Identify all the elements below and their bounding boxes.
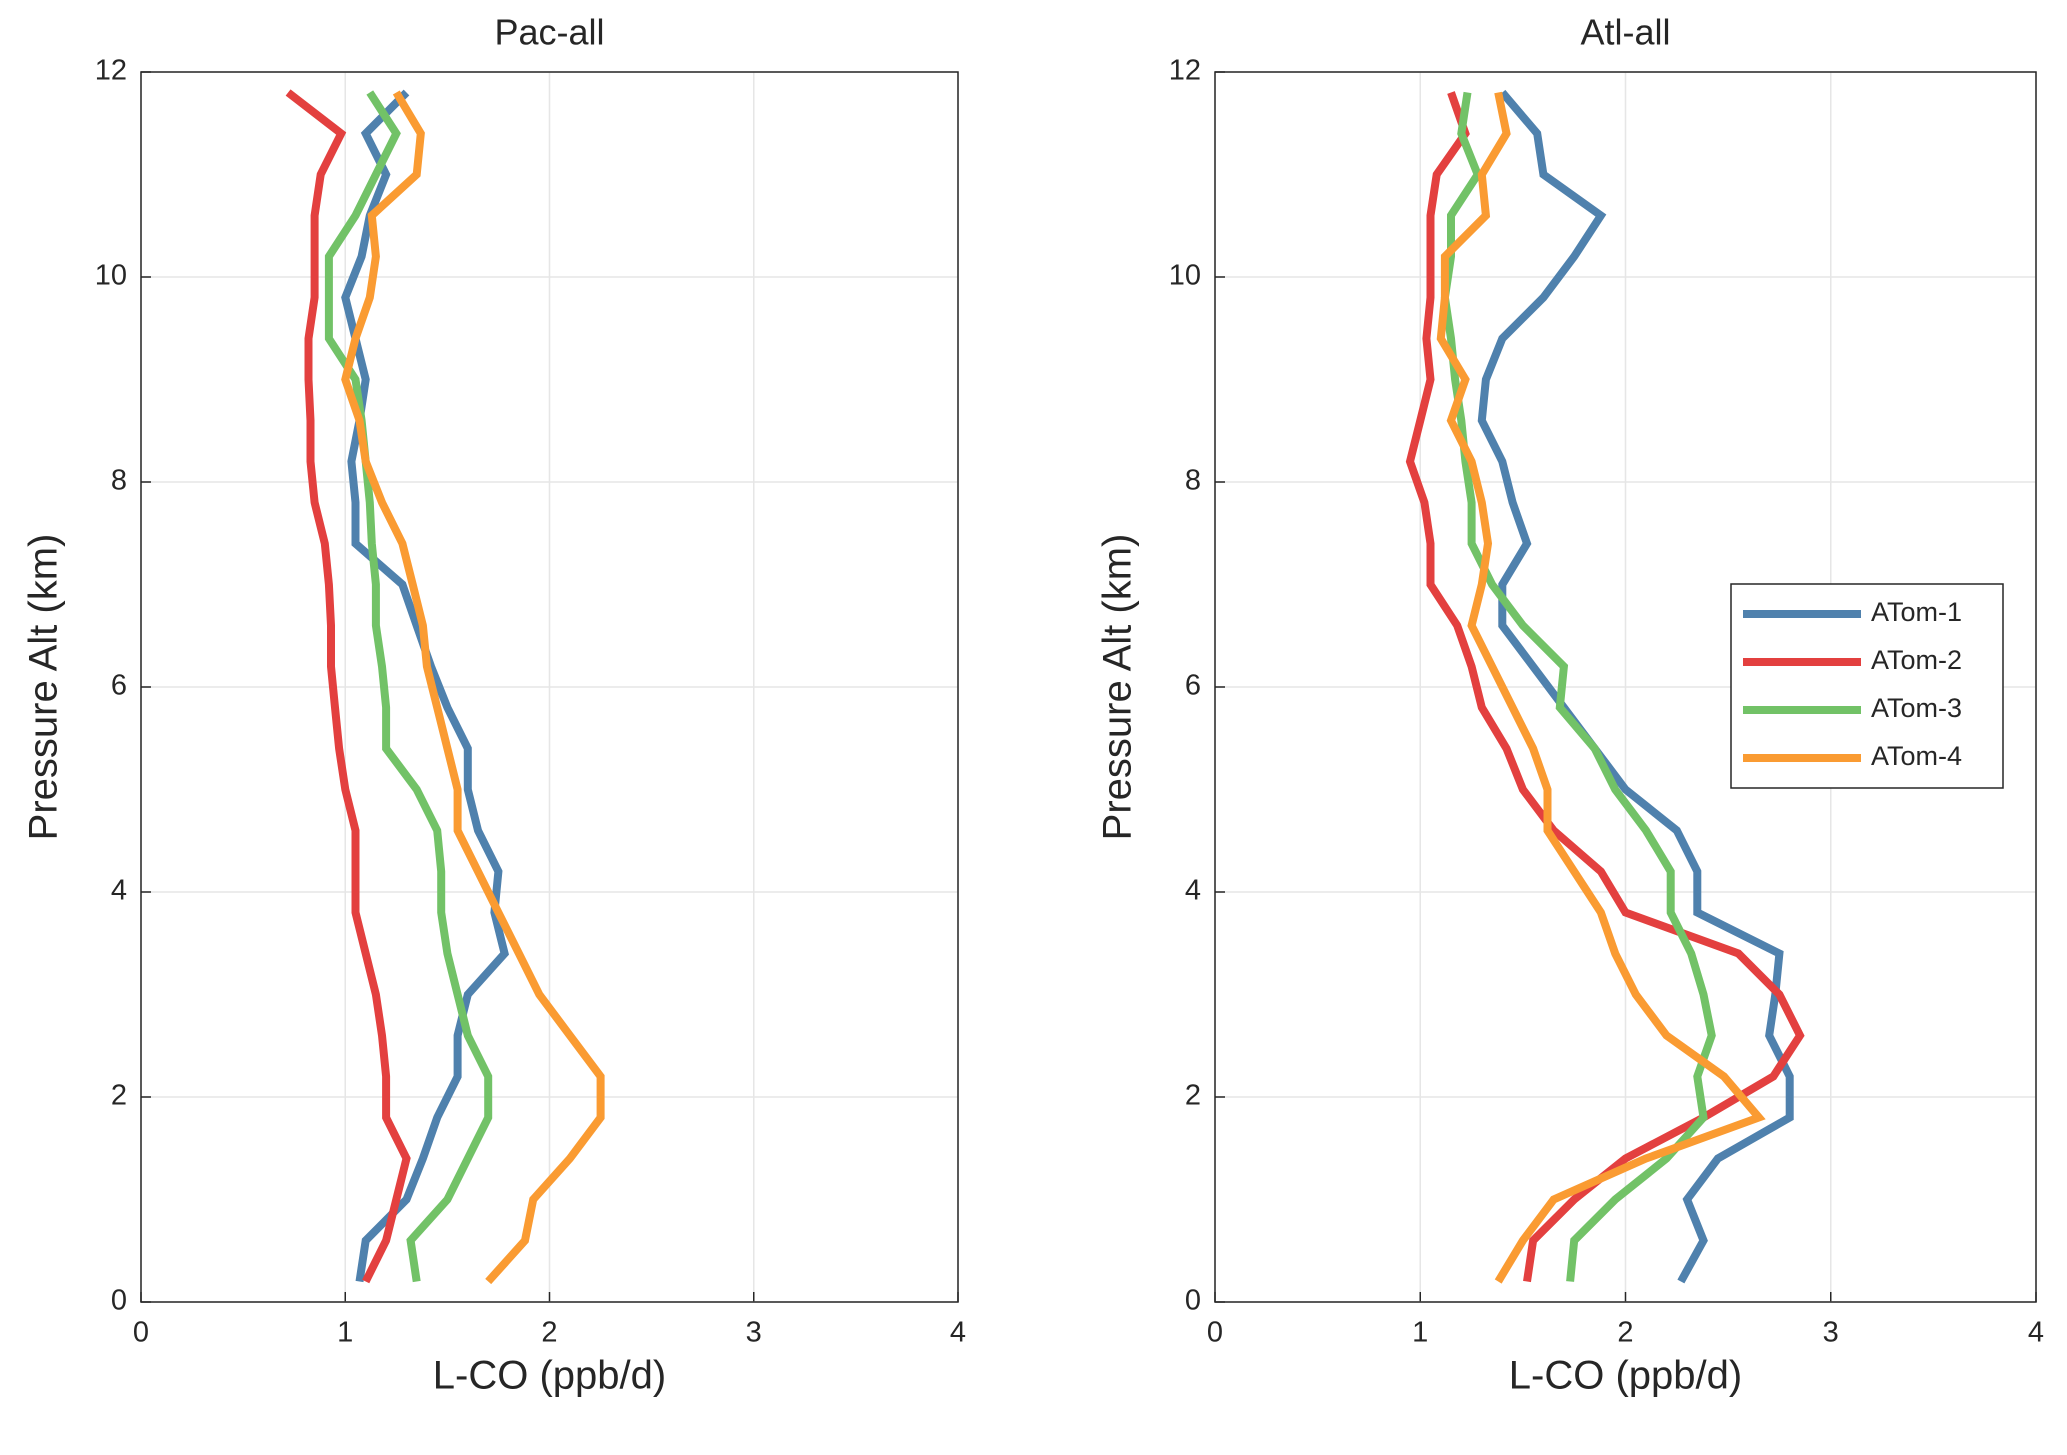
data-line bbox=[324, 90, 493, 1283]
x-tick-label: 2 bbox=[1617, 1317, 1633, 1349]
y-tick-label: 0 bbox=[111, 1285, 127, 1317]
y-axis-label: Pressure Alt (km) bbox=[22, 534, 66, 841]
x-tick-label: 3 bbox=[746, 1317, 762, 1349]
data-line bbox=[341, 89, 509, 1283]
y-tick-label: 4 bbox=[111, 875, 127, 907]
legend-label: ATom-4 bbox=[1871, 741, 1962, 771]
y-tick-label: 6 bbox=[1185, 670, 1201, 702]
y-tick-label: 2 bbox=[111, 1080, 127, 1112]
x-axis-label: L-CO (ppb/d) bbox=[433, 1354, 666, 1398]
y-tick-label: 0 bbox=[1185, 1285, 1201, 1317]
axes-frame bbox=[140, 71, 959, 1303]
y-tick-label: 8 bbox=[111, 465, 127, 497]
y-tick-label: 12 bbox=[1169, 55, 1201, 87]
data-line bbox=[285, 89, 411, 1284]
x-tick-label: 0 bbox=[1207, 1317, 1223, 1349]
data-line bbox=[1405, 91, 1805, 1283]
x-tick-label: 3 bbox=[1823, 1317, 1839, 1349]
y-tick-label: 4 bbox=[1185, 875, 1201, 907]
y-axis-label: Pressure Alt (km) bbox=[1096, 534, 1140, 841]
x-tick-label: 4 bbox=[950, 1317, 966, 1349]
legend-label: ATom-2 bbox=[1871, 645, 1962, 675]
y-tick-label: 10 bbox=[1169, 260, 1201, 292]
x-tick-label: 1 bbox=[337, 1317, 353, 1349]
y-tick-label: 12 bbox=[95, 55, 127, 87]
y-tick-label: 6 bbox=[111, 670, 127, 702]
y-tick-label: 2 bbox=[1185, 1080, 1201, 1112]
y-tick-label: 10 bbox=[95, 260, 127, 292]
chart-title: Atl-all bbox=[1580, 12, 1670, 53]
legend-label: ATom-3 bbox=[1871, 693, 1962, 723]
data-line bbox=[1477, 89, 1794, 1284]
y-tick-label: 8 bbox=[1185, 465, 1201, 497]
x-tick-label: 2 bbox=[541, 1317, 557, 1349]
data-line bbox=[341, 90, 605, 1285]
x-tick-label: 1 bbox=[1412, 1317, 1428, 1349]
data-line bbox=[1436, 91, 1766, 1284]
x-axis-label: L-CO (ppb/d) bbox=[1509, 1354, 1742, 1398]
x-tick-label: 4 bbox=[2028, 1317, 2044, 1349]
x-tick-label: 0 bbox=[133, 1317, 149, 1349]
legend: ATom-1 ATom-2 ATom-3 ATom-4 bbox=[1730, 583, 2004, 789]
axes-frame bbox=[1214, 71, 2037, 1303]
chart-title: Pac-all bbox=[494, 12, 604, 53]
legend-label: ATom-1 bbox=[1871, 597, 1962, 627]
